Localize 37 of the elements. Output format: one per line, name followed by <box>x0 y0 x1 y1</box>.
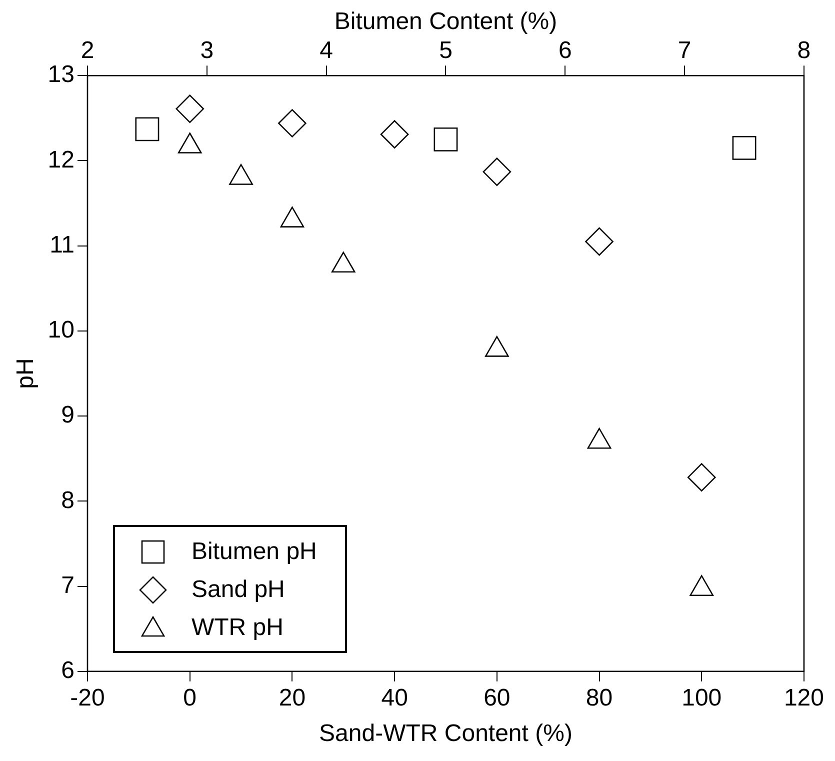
x2-tick-label: 8 <box>797 36 811 64</box>
point <box>176 94 204 123</box>
x-tick-label: 100 <box>682 684 722 712</box>
y-tick-label: 13 <box>48 61 74 88</box>
x-tick-label: 80 <box>586 684 613 712</box>
x2-tick-label: 7 <box>678 36 692 64</box>
x-tick-label: 20 <box>278 684 306 712</box>
y-axis-title: pH <box>12 358 40 389</box>
point <box>380 120 409 148</box>
x2-tick-label: 6 <box>558 36 572 64</box>
x2-tick-label: 4 <box>320 36 334 64</box>
point <box>485 336 509 357</box>
point <box>278 109 306 138</box>
x2-tick-label: 2 <box>80 36 94 64</box>
x2-axis-title: Bitumen Content (%) <box>334 8 558 36</box>
x-tick-label: 60 <box>484 684 510 712</box>
y-tick-label: 12 <box>48 146 74 174</box>
x-tick-label: 120 <box>784 684 824 712</box>
x-tick-label: -20 <box>70 684 105 712</box>
x-tick-label: 0 <box>183 684 197 712</box>
point <box>587 428 612 449</box>
legend-label: Sand pH <box>191 576 285 604</box>
y-tick-label: 11 <box>50 231 74 258</box>
y-tick-label: 6 <box>61 657 74 684</box>
y-tick-label: 9 <box>61 402 74 429</box>
y-tick-label: 10 <box>48 316 74 344</box>
x2-tick-label: 3 <box>200 36 214 64</box>
legend-label: Bitumen pH <box>191 538 317 566</box>
point <box>690 575 714 596</box>
x-tick-label: 40 <box>381 684 408 712</box>
y-tick-label: 7 <box>61 572 74 599</box>
x-axis-title: Sand-WTR Content (%) <box>319 720 572 748</box>
y-tick-label: 8 <box>61 486 74 514</box>
point <box>482 158 512 186</box>
legend-label: WTR pH <box>191 614 284 642</box>
x2-tick-label: 5 <box>439 36 452 64</box>
point <box>585 227 614 256</box>
